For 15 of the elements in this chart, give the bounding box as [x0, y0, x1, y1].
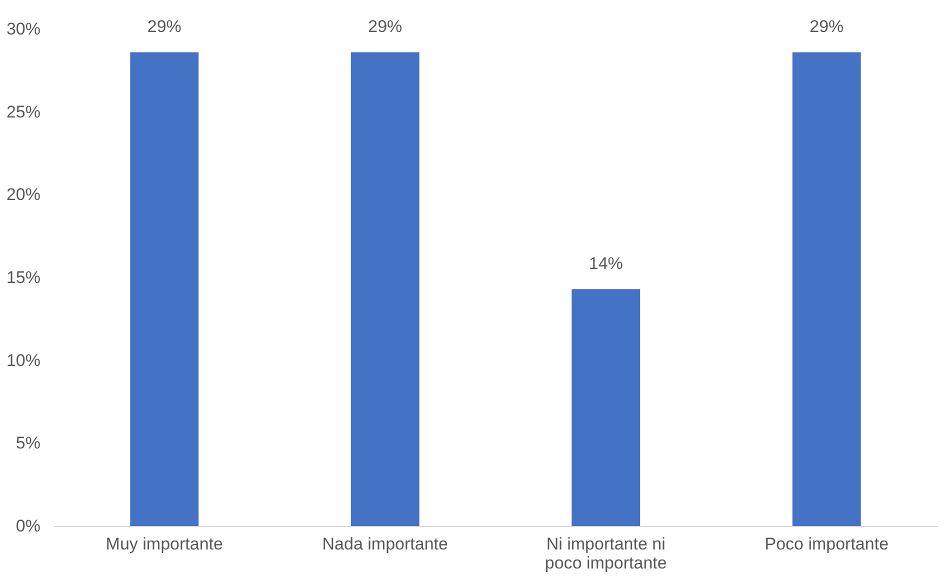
y-tick-label: 0% [16, 516, 40, 536]
data-label: 29% [810, 17, 844, 36]
y-tick-label: 20% [6, 185, 40, 204]
x-tick-label: Poco importante [764, 534, 889, 554]
data-label: 29% [147, 17, 182, 36]
data-label: 14% [588, 254, 623, 274]
data-label: 29% [368, 17, 402, 36]
y-tick-label: 30% [6, 20, 40, 38]
y-tick-label: 25% [6, 102, 40, 122]
x-tick-label: Ni importante ni poco importante [544, 534, 667, 572]
y-tick-label: 5% [16, 434, 40, 453]
y-tick-label: 15% [6, 268, 40, 287]
y-tick-label: 10% [6, 350, 40, 370]
x-tick-label: Muy importante [106, 534, 223, 554]
x-tick-label: Nada importante [322, 534, 448, 554]
